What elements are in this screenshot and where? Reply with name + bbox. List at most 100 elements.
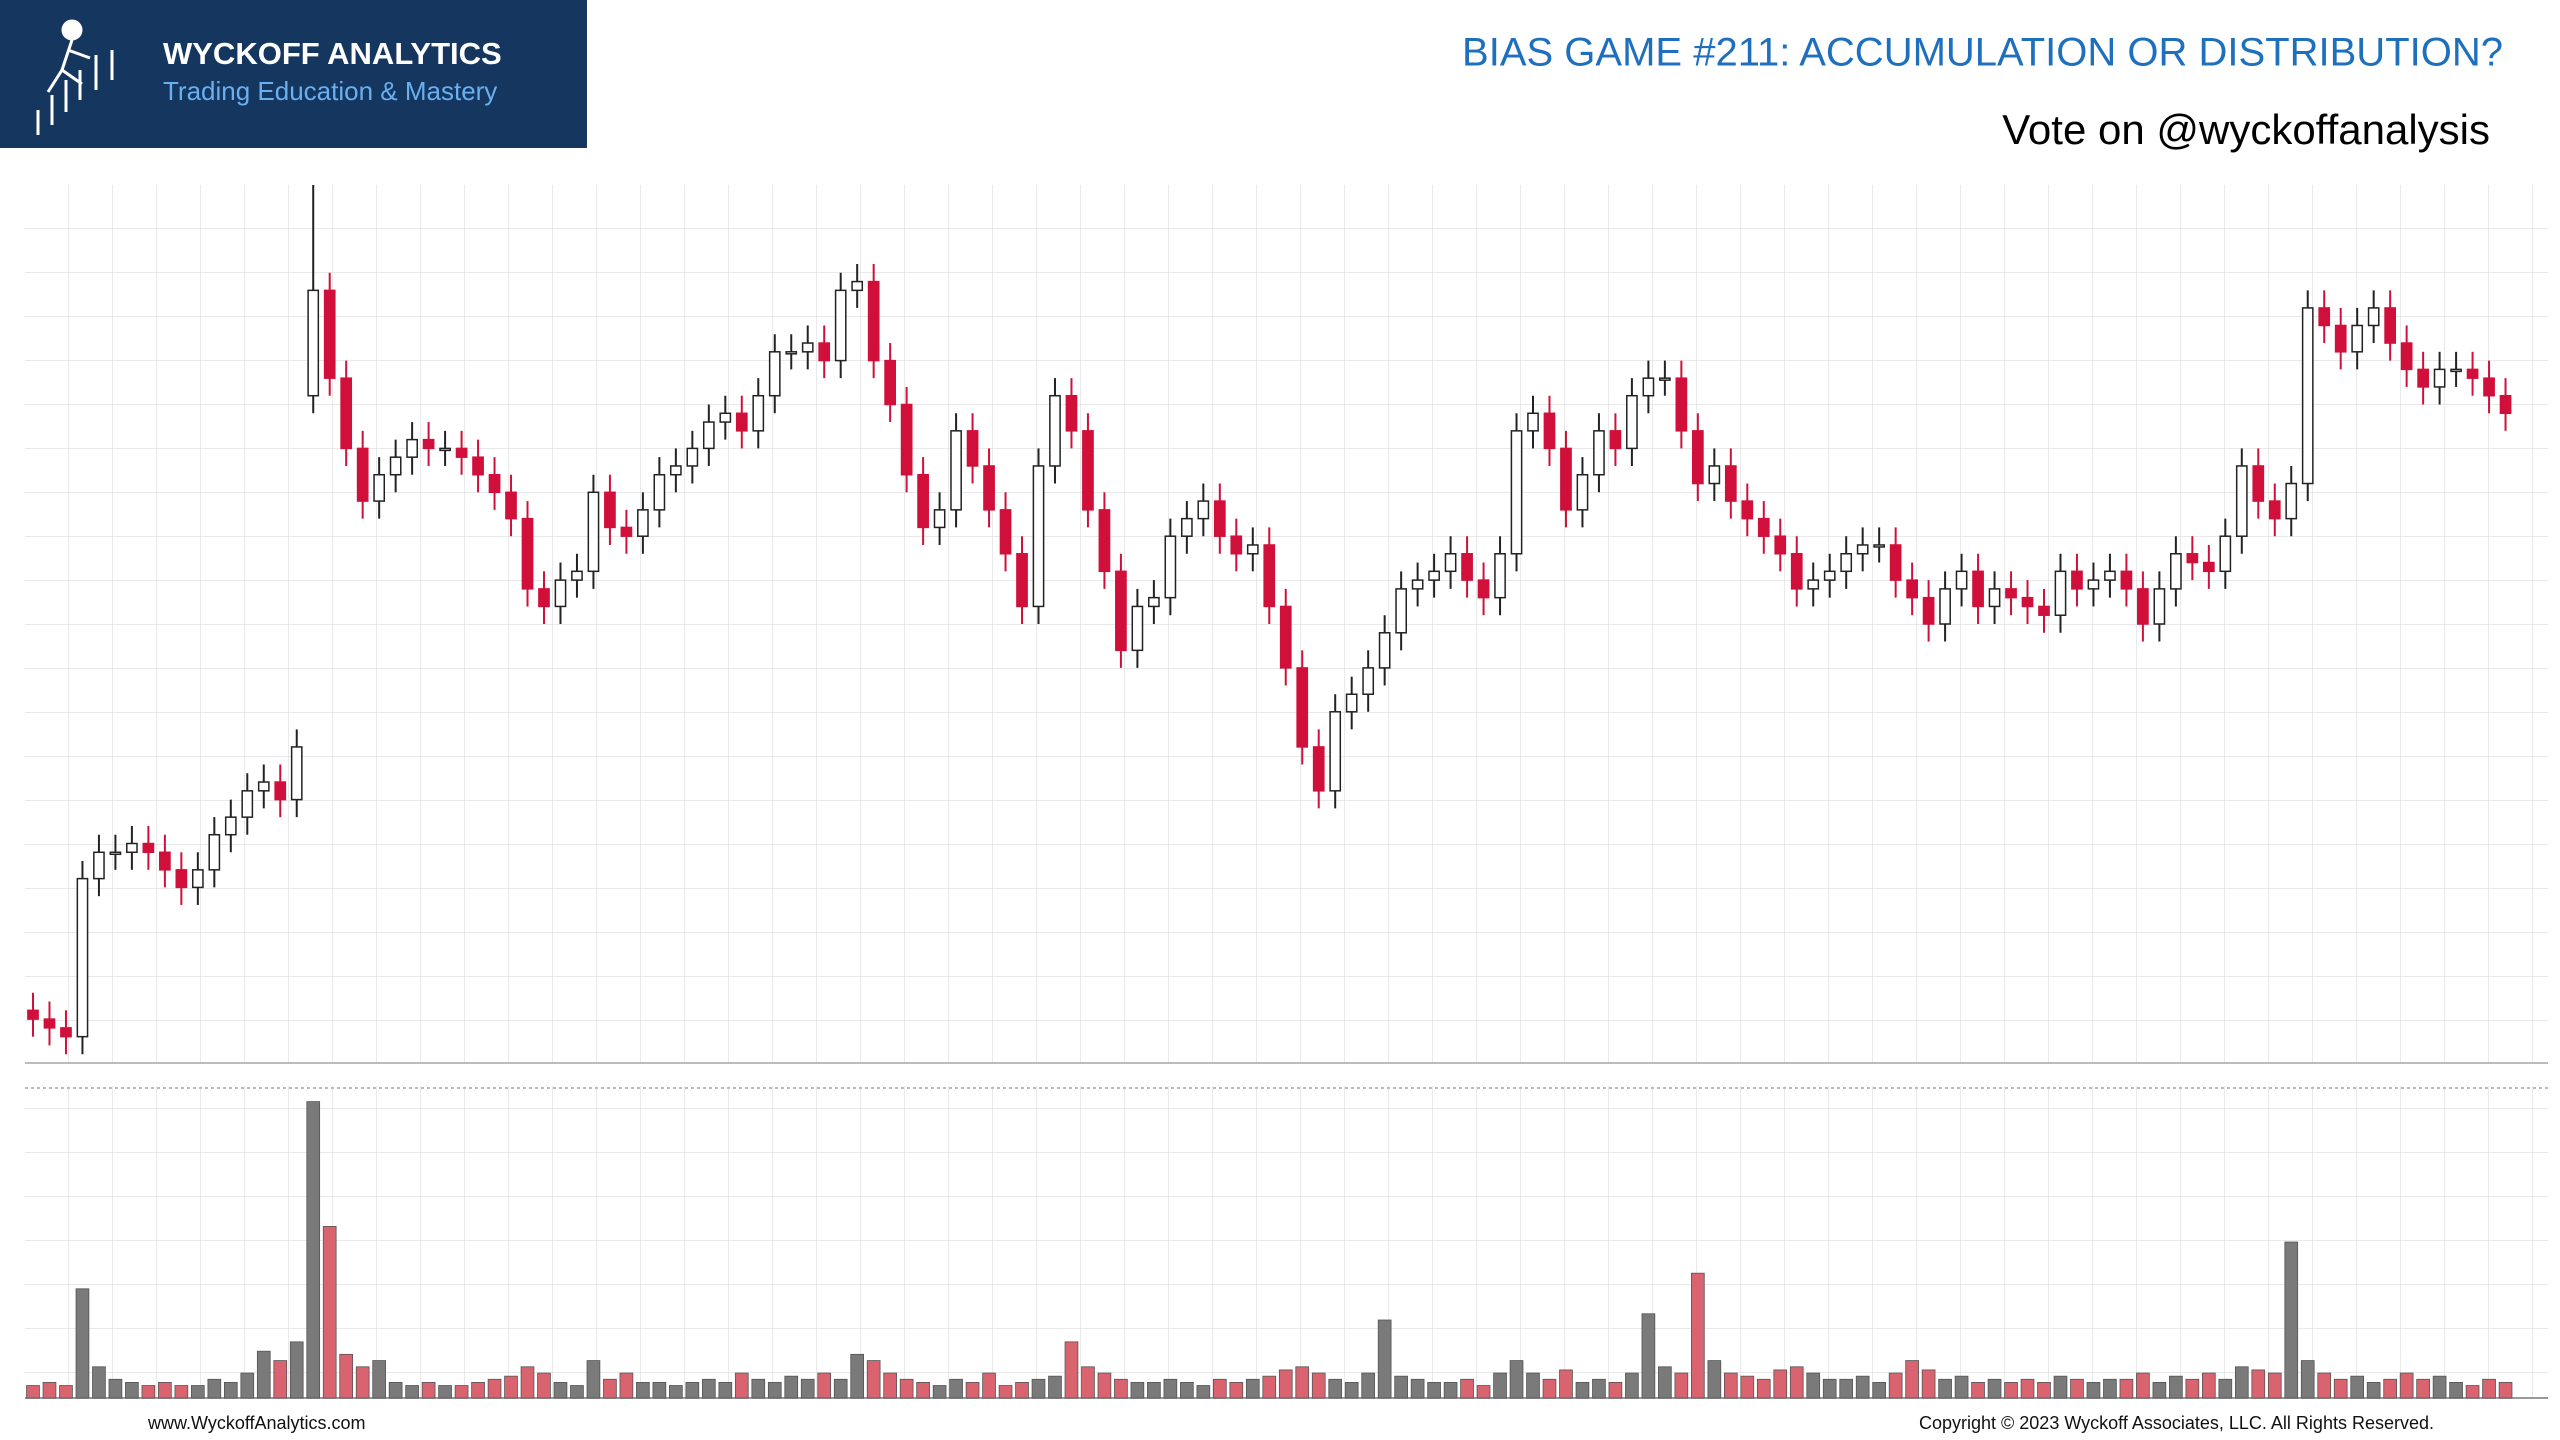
volume-bar	[899, 1378, 914, 1399]
candle-body	[2170, 553, 2182, 590]
candle-body	[2318, 307, 2331, 327]
candle-body	[2268, 500, 2281, 520]
volume-bar	[207, 1378, 222, 1399]
volume-bar	[421, 1382, 436, 1399]
candle-body	[340, 377, 353, 450]
candle-body	[1312, 746, 1325, 792]
volume-bar	[1641, 1313, 1656, 1399]
candle-body	[1065, 394, 1078, 432]
volume-bar	[289, 1341, 304, 1399]
volume-bar	[982, 1372, 996, 1399]
volume-bar	[949, 1378, 963, 1399]
volume-bar	[1921, 1369, 1936, 1399]
volume-bar	[2333, 1378, 2348, 1399]
volume-bar	[1031, 1378, 1046, 1399]
candle-body	[834, 289, 847, 362]
candle-body	[488, 473, 501, 494]
candle-body	[505, 491, 517, 520]
volume-bar	[520, 1366, 535, 1399]
candle-body	[1757, 517, 1770, 537]
candle-body	[1362, 667, 1375, 695]
candle-body	[620, 526, 633, 537]
volume-bar	[2119, 1378, 2134, 1399]
volume-bar	[191, 1385, 205, 1399]
candle-body	[752, 394, 765, 432]
volume-bar	[26, 1385, 40, 1399]
volume-bar	[322, 1226, 337, 1399]
candle-body	[637, 509, 649, 537]
title: BIAS GAME #211: ACCUMULATION OR DISTRIBU…	[1462, 31, 2503, 75]
volume-bar	[1954, 1375, 1969, 1399]
volume-bar	[2202, 1372, 2216, 1399]
volume-bar	[1245, 1378, 1260, 1399]
volume-bar	[1905, 1360, 1919, 1399]
candle-body	[1049, 394, 1061, 467]
volume-bar	[1361, 1372, 1376, 1399]
volume-bar	[965, 1382, 980, 1399]
candle-body	[257, 781, 270, 792]
volume-bar	[2169, 1375, 2183, 1399]
candle-body	[587, 491, 600, 573]
candle-body	[2235, 465, 2248, 537]
volume-bar	[1130, 1382, 1145, 1399]
logo-subtitle: Trading Education & Mastery	[163, 76, 497, 106]
volume-bar	[553, 1382, 568, 1399]
candle-body	[1345, 693, 1358, 713]
volume-bar	[718, 1382, 733, 1399]
candle-body	[768, 351, 781, 397]
candle-body	[1263, 544, 1276, 608]
volume-bar	[916, 1382, 930, 1399]
candle-body	[290, 746, 303, 801]
candle-body	[2450, 368, 2462, 373]
candle-body	[1922, 596, 1935, 625]
candle-body	[867, 280, 880, 362]
candle-body	[2120, 570, 2133, 590]
candle-body	[2417, 368, 2429, 388]
candle-body	[1279, 605, 1292, 669]
candle-body	[983, 465, 995, 511]
volume-bar	[2449, 1382, 2463, 1399]
volume-bar	[1723, 1372, 1738, 1399]
volume-bar	[669, 1385, 683, 1399]
candle-body	[1016, 553, 1028, 608]
volume-bar	[652, 1382, 667, 1399]
candle-body	[686, 447, 699, 467]
volume-bar	[1048, 1375, 1062, 1399]
volume-bar	[2103, 1378, 2117, 1399]
volume-bar	[636, 1382, 650, 1399]
candle-body	[2087, 579, 2100, 590]
candle-body	[785, 351, 798, 355]
volume-bar	[1196, 1385, 1211, 1399]
volume-bar	[2234, 1366, 2249, 1399]
candle-body	[2499, 394, 2512, 415]
volume-bar	[767, 1382, 782, 1399]
volume-bar	[1608, 1382, 1623, 1399]
candle-body	[2038, 605, 2050, 616]
candle-body	[1329, 711, 1342, 792]
candle-body	[653, 473, 666, 511]
candle-body	[2384, 307, 2397, 344]
candle-body	[1527, 412, 1539, 432]
volume-bar	[1674, 1372, 1689, 1399]
volume-bar	[1691, 1272, 1705, 1399]
candle-body	[2301, 307, 2314, 485]
candle-body	[1675, 377, 1688, 432]
candle-body	[93, 851, 105, 880]
candle-body	[917, 473, 929, 529]
candle-body	[801, 342, 814, 353]
candle-body	[43, 1018, 56, 1029]
candle-body	[1164, 535, 1177, 599]
candle-body	[1593, 430, 1605, 476]
candle-body	[1213, 500, 1226, 537]
candle-body	[356, 447, 369, 502]
candle-body	[1741, 500, 1754, 520]
volume-bar	[2317, 1372, 2332, 1399]
volume-bar	[1328, 1378, 1343, 1399]
candle-body	[1823, 570, 1836, 581]
logo-box	[0, 0, 587, 148]
volume-bar	[1938, 1378, 1952, 1399]
volume-bar	[256, 1350, 271, 1399]
volume-bar	[2185, 1378, 2200, 1399]
candle-body	[1180, 517, 1193, 537]
volume-bar	[1773, 1369, 1788, 1399]
